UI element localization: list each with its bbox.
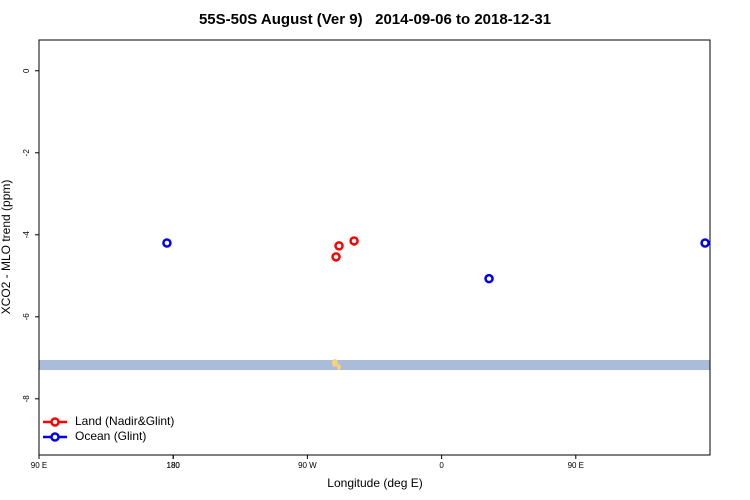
y-tick-label: -4 <box>22 231 31 239</box>
x-tick-label: 0 <box>439 461 444 470</box>
y-tick-label: -2 <box>22 149 31 157</box>
y-tick-label: -6 <box>22 313 31 321</box>
x-axis-label: Longitude (deg E) <box>327 476 422 490</box>
legend-marker <box>50 417 60 427</box>
plot-frame <box>38 39 711 456</box>
legend-marker <box>50 432 60 442</box>
land-blob <box>337 364 341 370</box>
y-tick-label: 0 <box>22 68 31 73</box>
land-blob <box>332 359 338 367</box>
y-tick-label: -8 <box>22 395 31 403</box>
legend-label: Ocean (Glint) <box>75 429 146 443</box>
x-tick-label: 180 <box>167 461 181 470</box>
y-axis-label: XCO2 - MLO trend (ppm) <box>0 180 13 315</box>
map-strip <box>39 360 710 370</box>
point <box>484 273 494 284</box>
chart-title: 55S-50S August (Ver 9) 2014-09-06 to 201… <box>199 11 551 28</box>
point <box>700 238 710 248</box>
point <box>162 238 172 248</box>
x-tick-label: 90 E <box>31 461 47 470</box>
x-tick-label: 180 <box>167 461 181 470</box>
x-tick-label: 90 E <box>568 461 584 470</box>
point <box>331 252 341 262</box>
point <box>334 241 344 251</box>
point <box>349 236 359 246</box>
legend-label: Land (Nadir&Glint) <box>75 414 174 428</box>
x-tick-label: 90 W <box>298 461 317 470</box>
